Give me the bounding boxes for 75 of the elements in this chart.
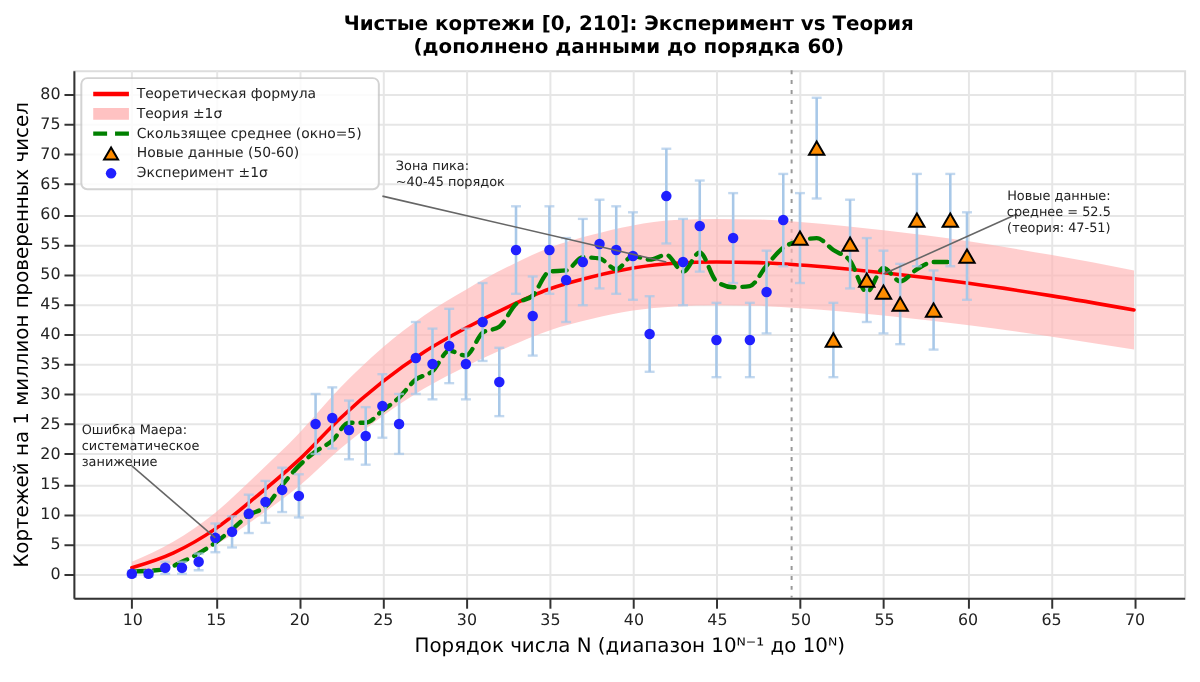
x-tick-label: 65 [1041,610,1062,629]
x-tick-label: 20 [289,610,310,629]
y-tick-label: 20 [40,444,61,463]
x-tick-label: 15 [206,610,227,629]
point [677,256,689,268]
x-tick-label: 50 [790,610,812,629]
point [494,376,505,388]
x-tick-label: 45 [707,610,728,629]
point [527,310,538,322]
point [226,526,238,538]
y-tick-label: 70 [40,145,61,164]
y-tick-label: 0 [50,564,61,583]
point [477,316,488,328]
point [577,256,589,268]
x-tick-label: 10 [122,610,143,629]
point [661,190,672,202]
x-tick-label: 70 [1124,610,1146,629]
point [510,244,522,256]
point [694,220,705,232]
x-tick-label: 40 [623,610,645,629]
point [761,286,772,298]
point [460,358,472,370]
point [924,302,943,318]
point [393,418,405,430]
point [410,352,422,364]
point [360,430,371,442]
y-tick-label: 30 [40,384,61,403]
x-tick-label: 30 [456,610,477,629]
point [260,496,271,508]
point [858,272,876,288]
y-tick-label: 60 [40,205,61,224]
y-tick-label: 55 [40,235,61,254]
x-tick-label: 60 [957,610,979,629]
y-axis-title: Кортежей на 1 миллион проверенных чисел [12,102,35,568]
point [276,484,288,496]
chart-title: Чистые кортежи [0, 210]: Эксперимент vs Теория (дополнено данными до порядка 60) [343,13,914,60]
point [727,232,739,244]
point [293,490,305,502]
y-tick-label: 10 [40,504,61,523]
x-tick-label: 55 [874,610,895,629]
y-tick-label: 45 [40,294,61,313]
y-tick-label: 40 [40,324,61,343]
point [544,244,555,256]
x-axis-title: Порядок числа N (диапазон 10ᴺ⁻¹ до 10ᴺ) [414,636,846,659]
y-tick-label: 35 [40,354,61,373]
point [243,508,255,520]
point [744,334,756,346]
point [644,328,655,340]
y-tick-label: 75 [40,115,61,134]
y-tick-label: 5 [50,534,61,553]
point [560,274,572,286]
point [824,332,843,348]
point [874,284,893,300]
y-tick-label: 65 [40,175,61,194]
point [443,340,455,352]
point [841,236,859,252]
point [941,212,959,228]
y-tick-label: 15 [40,474,61,493]
y-tick-label: 25 [40,414,61,433]
point [427,358,438,370]
point [958,248,976,264]
y-tick-label: 80 [40,85,61,104]
point [711,334,722,346]
point [310,418,321,430]
point [343,424,355,436]
point [377,400,388,412]
point [778,214,789,226]
y-tick-label: 50 [40,265,61,283]
point [791,230,809,246]
x-tick-label: 25 [373,610,394,629]
point [808,140,826,156]
point [908,212,926,228]
point [327,412,338,424]
point [891,296,909,312]
x-tick-label: 35 [540,610,561,629]
